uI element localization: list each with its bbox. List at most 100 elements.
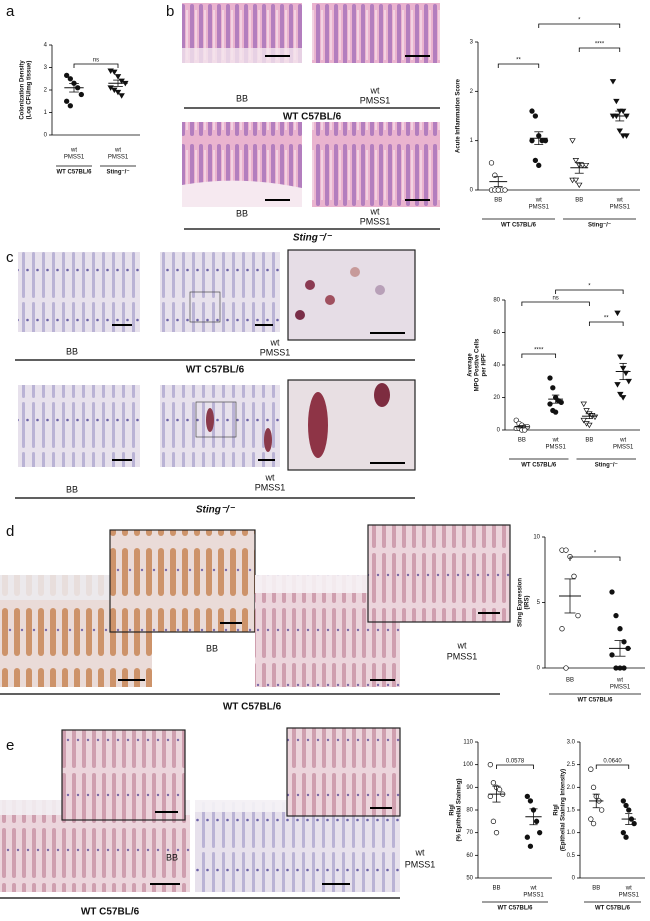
- group-label: Sting⁻/⁻: [107, 170, 130, 176]
- significance-label: ns: [552, 296, 558, 302]
- y-axis-title: Average: [468, 353, 474, 377]
- caption: PMSS1: [255, 482, 286, 492]
- y-tick-label: 110: [463, 740, 473, 746]
- data-point: [118, 93, 125, 99]
- x-tick-label: BB: [492, 886, 500, 892]
- data-point: [532, 157, 539, 164]
- significance-bracket: [555, 289, 624, 294]
- panel-label: b: [166, 3, 174, 20]
- data-point: [114, 74, 122, 80]
- data-point: [591, 414, 599, 421]
- significance-label: *: [594, 551, 597, 557]
- data-point: [563, 547, 569, 553]
- data-point: [502, 187, 508, 193]
- caption: WT C57BL/6: [223, 702, 282, 713]
- data-point: [496, 786, 503, 793]
- micrograph: [287, 728, 400, 816]
- significance-bracket: [496, 764, 534, 769]
- y-tick-label: 60: [493, 330, 500, 336]
- data-point: [617, 391, 624, 398]
- y-axis-title: Sting Expression: [518, 578, 524, 627]
- data-point: [572, 158, 580, 164]
- caption: PMSS1: [360, 216, 391, 226]
- x-tick-label: BB: [575, 198, 583, 204]
- data-point: [613, 612, 619, 619]
- data-point: [623, 834, 629, 840]
- data-point: [524, 834, 530, 840]
- data-point: [623, 133, 630, 139]
- micrograph: [160, 385, 280, 467]
- significance-bracket: [497, 63, 540, 68]
- y-axis-title: (% Epithelial Staining): [457, 778, 463, 841]
- x-tick-label: PMSS1: [108, 155, 129, 161]
- inset-frame: [286, 727, 401, 817]
- data-point: [490, 818, 497, 824]
- significance-bracket: [588, 321, 624, 326]
- significance-label: ****: [595, 42, 605, 48]
- caption: WT C57BL/6: [186, 365, 245, 376]
- inset-box: [189, 291, 221, 323]
- data-point: [64, 98, 70, 104]
- x-tick-label: PMSS1: [523, 893, 544, 899]
- y-axis-title: Acute Inflammation Score: [456, 78, 462, 153]
- data-point: [547, 401, 553, 407]
- significance-bracket: [578, 47, 621, 52]
- x-tick-label: PMSS1: [529, 205, 550, 211]
- y-tick-label: 3: [44, 65, 48, 71]
- data-point: [490, 780, 497, 786]
- panel-label: e: [6, 737, 14, 754]
- significance-bracket: [73, 63, 119, 68]
- data-point: [590, 784, 597, 790]
- y-axis-title: (IRS): [525, 596, 531, 610]
- micrograph-lumen: [182, 48, 302, 63]
- x-tick-label: wt: [625, 886, 632, 892]
- micrograph: [18, 385, 140, 467]
- x-tick-label: PMSS1: [613, 445, 634, 451]
- y-tick-label: 3.0: [567, 740, 576, 746]
- data-point: [620, 798, 626, 804]
- group-label: WT C57BL/6: [56, 170, 92, 176]
- cell: [206, 408, 214, 432]
- inset-frame: [61, 729, 186, 821]
- data-point: [67, 76, 73, 82]
- panel-label: a: [6, 3, 15, 20]
- inset-box: [195, 401, 237, 438]
- cell: [264, 428, 272, 452]
- cell: [295, 310, 305, 320]
- group-label: WT C57BL/6: [521, 463, 557, 469]
- x-tick-label: BB: [566, 678, 574, 684]
- data-point: [487, 762, 493, 768]
- cell: [305, 280, 315, 290]
- x-tick-label: BB: [494, 198, 502, 204]
- significance-label: 0.0578: [506, 759, 525, 765]
- caption: wt: [415, 847, 425, 857]
- data-point: [527, 798, 534, 804]
- data-point: [552, 409, 559, 415]
- y-tick-label: 90: [466, 785, 473, 791]
- significance-bracket: [521, 301, 590, 306]
- x-tick-label: wt: [70, 148, 77, 154]
- caption: Sting⁻/⁻: [293, 233, 333, 244]
- cell: [375, 285, 385, 295]
- micrograph: [110, 530, 255, 632]
- data-point: [536, 162, 542, 168]
- caption: BB: [206, 643, 218, 653]
- data-point: [111, 69, 118, 76]
- y-tick-label: 2: [44, 88, 48, 94]
- data-point: [532, 113, 539, 119]
- y-tick-label: 1.5: [567, 808, 576, 814]
- y-tick-label: 4: [44, 43, 48, 49]
- micrograph: [62, 730, 185, 820]
- caption: wt: [457, 640, 467, 650]
- caption: BB: [66, 346, 78, 356]
- data-point: [580, 417, 587, 424]
- data-point: [522, 427, 528, 433]
- y-axis-title: RigI: [450, 804, 456, 816]
- caption: wt: [265, 472, 275, 482]
- micrograph: [288, 250, 415, 340]
- data-point: [616, 128, 623, 134]
- cell: [308, 392, 328, 458]
- x-tick-label: wt: [535, 198, 542, 204]
- caption: PMSS1: [260, 347, 291, 357]
